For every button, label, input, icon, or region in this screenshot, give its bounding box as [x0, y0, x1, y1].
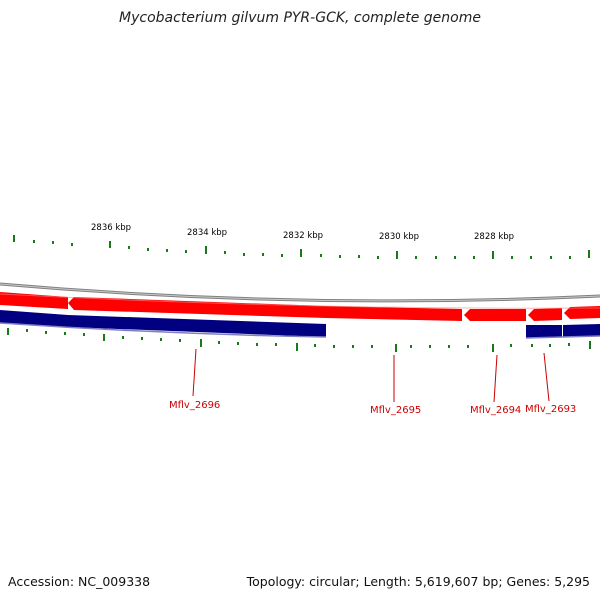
gene-arrow[interactable] [526, 325, 562, 338]
gene-arrow[interactable] [564, 306, 600, 319]
reverse-strand-genes [0, 310, 600, 339]
gene-label-leaders [192, 348, 550, 403]
scale-label: 2836 kbp [91, 223, 131, 233]
gene-arrow[interactable] [563, 324, 600, 337]
forward-strand-genes [0, 292, 600, 321]
scale-label: 2834 kbp [187, 228, 227, 238]
gene-arrow[interactable] [68, 315, 326, 337]
gene-arrow[interactable] [464, 309, 526, 321]
outer-ticks [13, 235, 590, 259]
gene-arrow[interactable] [0, 310, 68, 327]
gene-label-mflv-2695[interactable]: Mflv_2695 [370, 405, 421, 416]
gene-arrow[interactable] [326, 306, 462, 321]
genome-summary-text: Topology: circular; Length: 5,619,607 bp… [246, 574, 590, 589]
inner-ticks [7, 328, 591, 352]
scale-label: 2828 kbp [474, 232, 514, 242]
gene-arrow[interactable] [528, 308, 562, 321]
accession-text: Accession: NC_009338 [8, 574, 151, 589]
scale-label: 2830 kbp [379, 232, 419, 242]
gene-label-mflv-2693[interactable]: Mflv_2693 [525, 404, 576, 415]
gene-arrow[interactable] [68, 297, 326, 318]
scale-label: 2832 kbp [283, 231, 323, 241]
gene-label-mflv-2696[interactable]: Mflv_2696 [169, 400, 220, 411]
gene-label-mflv-2694[interactable]: Mflv_2694 [470, 405, 521, 416]
genome-title: Mycobacterium gilvum PYR-GCK, complete g… [119, 10, 481, 26]
